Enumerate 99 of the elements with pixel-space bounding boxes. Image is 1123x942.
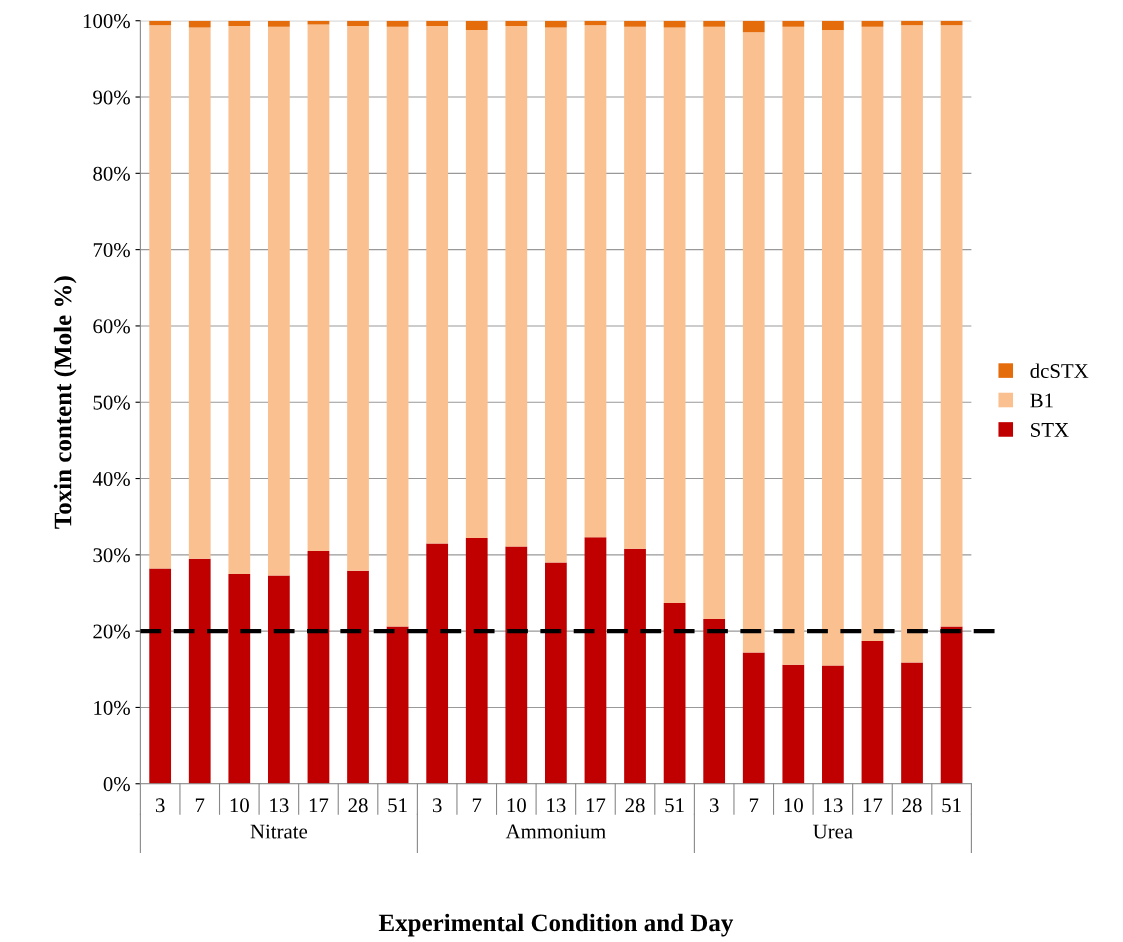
bar	[663, 27, 686, 603]
bar	[347, 570, 369, 784]
bar	[505, 20, 528, 27]
x-tick-label: 7	[749, 798, 759, 813]
bar	[307, 24, 330, 552]
y-tick-label: 90%	[93, 90, 130, 105]
x-tick-label: 51	[942, 798, 961, 813]
bar	[901, 662, 923, 784]
bar	[149, 25, 172, 569]
y-tick-label: 50%	[93, 395, 130, 410]
bar	[703, 26, 726, 619]
y-axis-title: Toxin content (Mole %)	[53, 276, 77, 529]
bar	[703, 618, 726, 784]
x-tick-label: 13	[270, 798, 289, 813]
bar	[268, 26, 290, 576]
bar	[465, 538, 488, 784]
text: Urea	[813, 824, 853, 839]
bar	[624, 20, 646, 27]
bar	[545, 27, 567, 563]
bar	[940, 25, 963, 627]
bar	[188, 27, 211, 559]
bar	[386, 626, 409, 784]
bar	[426, 543, 449, 784]
bar	[861, 641, 884, 784]
bar	[228, 26, 251, 574]
x-axis-title: Experimental Condition and Day	[378, 913, 734, 937]
x-tick-label: 7	[472, 798, 482, 813]
bar	[347, 26, 369, 571]
bar	[822, 20, 844, 30]
y-tick-label: 10%	[94, 700, 130, 715]
bar	[742, 652, 765, 784]
bar	[307, 551, 330, 784]
bar	[703, 20, 726, 27]
x-tick-label: 3	[432, 798, 442, 813]
bar	[228, 20, 251, 27]
x-tick-label: 17	[586, 798, 606, 813]
bar	[188, 20, 211, 28]
bar	[465, 29, 488, 539]
bar	[624, 26, 646, 549]
bar	[386, 20, 409, 27]
legend-label: STX	[1031, 422, 1069, 437]
bar	[822, 29, 844, 666]
x-tick-label: 17	[863, 798, 883, 813]
x-tick-label: 3	[709, 798, 719, 813]
bar	[861, 20, 884, 27]
bar	[901, 25, 923, 663]
text: Nitrate	[250, 824, 308, 839]
legend-label: dcSTX	[1030, 363, 1089, 379]
x-tick-label: 10	[784, 798, 803, 813]
y-tick-label: 40%	[92, 471, 130, 487]
bar	[584, 537, 607, 784]
y-tick-label: 0%	[103, 777, 130, 792]
bar	[386, 26, 409, 627]
bar	[426, 20, 449, 27]
x-tick-label: 7	[195, 798, 205, 813]
x-tick-label: 13	[547, 798, 566, 813]
x-tick-label: 28	[902, 798, 922, 813]
bar	[584, 25, 607, 538]
bar	[228, 573, 251, 784]
x-tick-label: 3	[155, 798, 165, 813]
bar	[663, 20, 686, 28]
y-tick-label: 70%	[93, 243, 130, 258]
bar	[268, 20, 290, 27]
bar	[545, 20, 567, 28]
x-tick-label: 51	[388, 798, 407, 813]
bar	[347, 20, 369, 27]
bar	[465, 20, 488, 30]
bar	[742, 32, 765, 653]
y-tick-label: 60%	[93, 319, 130, 334]
bar	[624, 548, 646, 784]
bar	[782, 20, 805, 27]
bar	[940, 626, 963, 784]
legend-label: B1	[1030, 393, 1053, 408]
y-tick-label: 100%	[83, 14, 130, 29]
x-tick-label: 17	[309, 798, 329, 813]
bar	[782, 664, 805, 784]
bar	[545, 562, 567, 784]
x-tick-label: 10	[507, 798, 526, 813]
bar	[782, 26, 805, 665]
y-tick-label: 80%	[93, 166, 130, 181]
y-tick-label: 30%	[93, 548, 130, 563]
bar	[188, 558, 211, 784]
bar	[307, 20, 330, 25]
x-tick-label: 28	[625, 798, 645, 813]
bar	[742, 20, 765, 33]
bar	[268, 575, 290, 784]
bar	[822, 665, 844, 784]
x-tick-label: 10	[230, 798, 249, 813]
y-tick-label: 20%	[93, 624, 130, 639]
bar	[505, 546, 528, 784]
bar	[149, 568, 172, 784]
bar	[663, 602, 686, 784]
bar	[861, 26, 884, 642]
x-tick-label: 51	[665, 798, 684, 813]
x-tick-label: 28	[348, 798, 368, 813]
text: Ammonium	[505, 824, 606, 839]
x-tick-label: 13	[824, 798, 843, 813]
bar	[426, 26, 449, 544]
bar	[505, 26, 528, 547]
